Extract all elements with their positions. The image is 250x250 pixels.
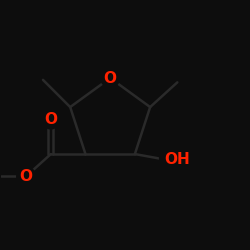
Text: OH: OH: [164, 152, 190, 166]
Text: O: O: [20, 169, 33, 184]
Circle shape: [42, 110, 60, 129]
Text: O: O: [44, 112, 57, 127]
Text: O: O: [104, 70, 117, 86]
Circle shape: [17, 167, 36, 186]
FancyBboxPatch shape: [160, 149, 189, 169]
Circle shape: [101, 69, 119, 87]
